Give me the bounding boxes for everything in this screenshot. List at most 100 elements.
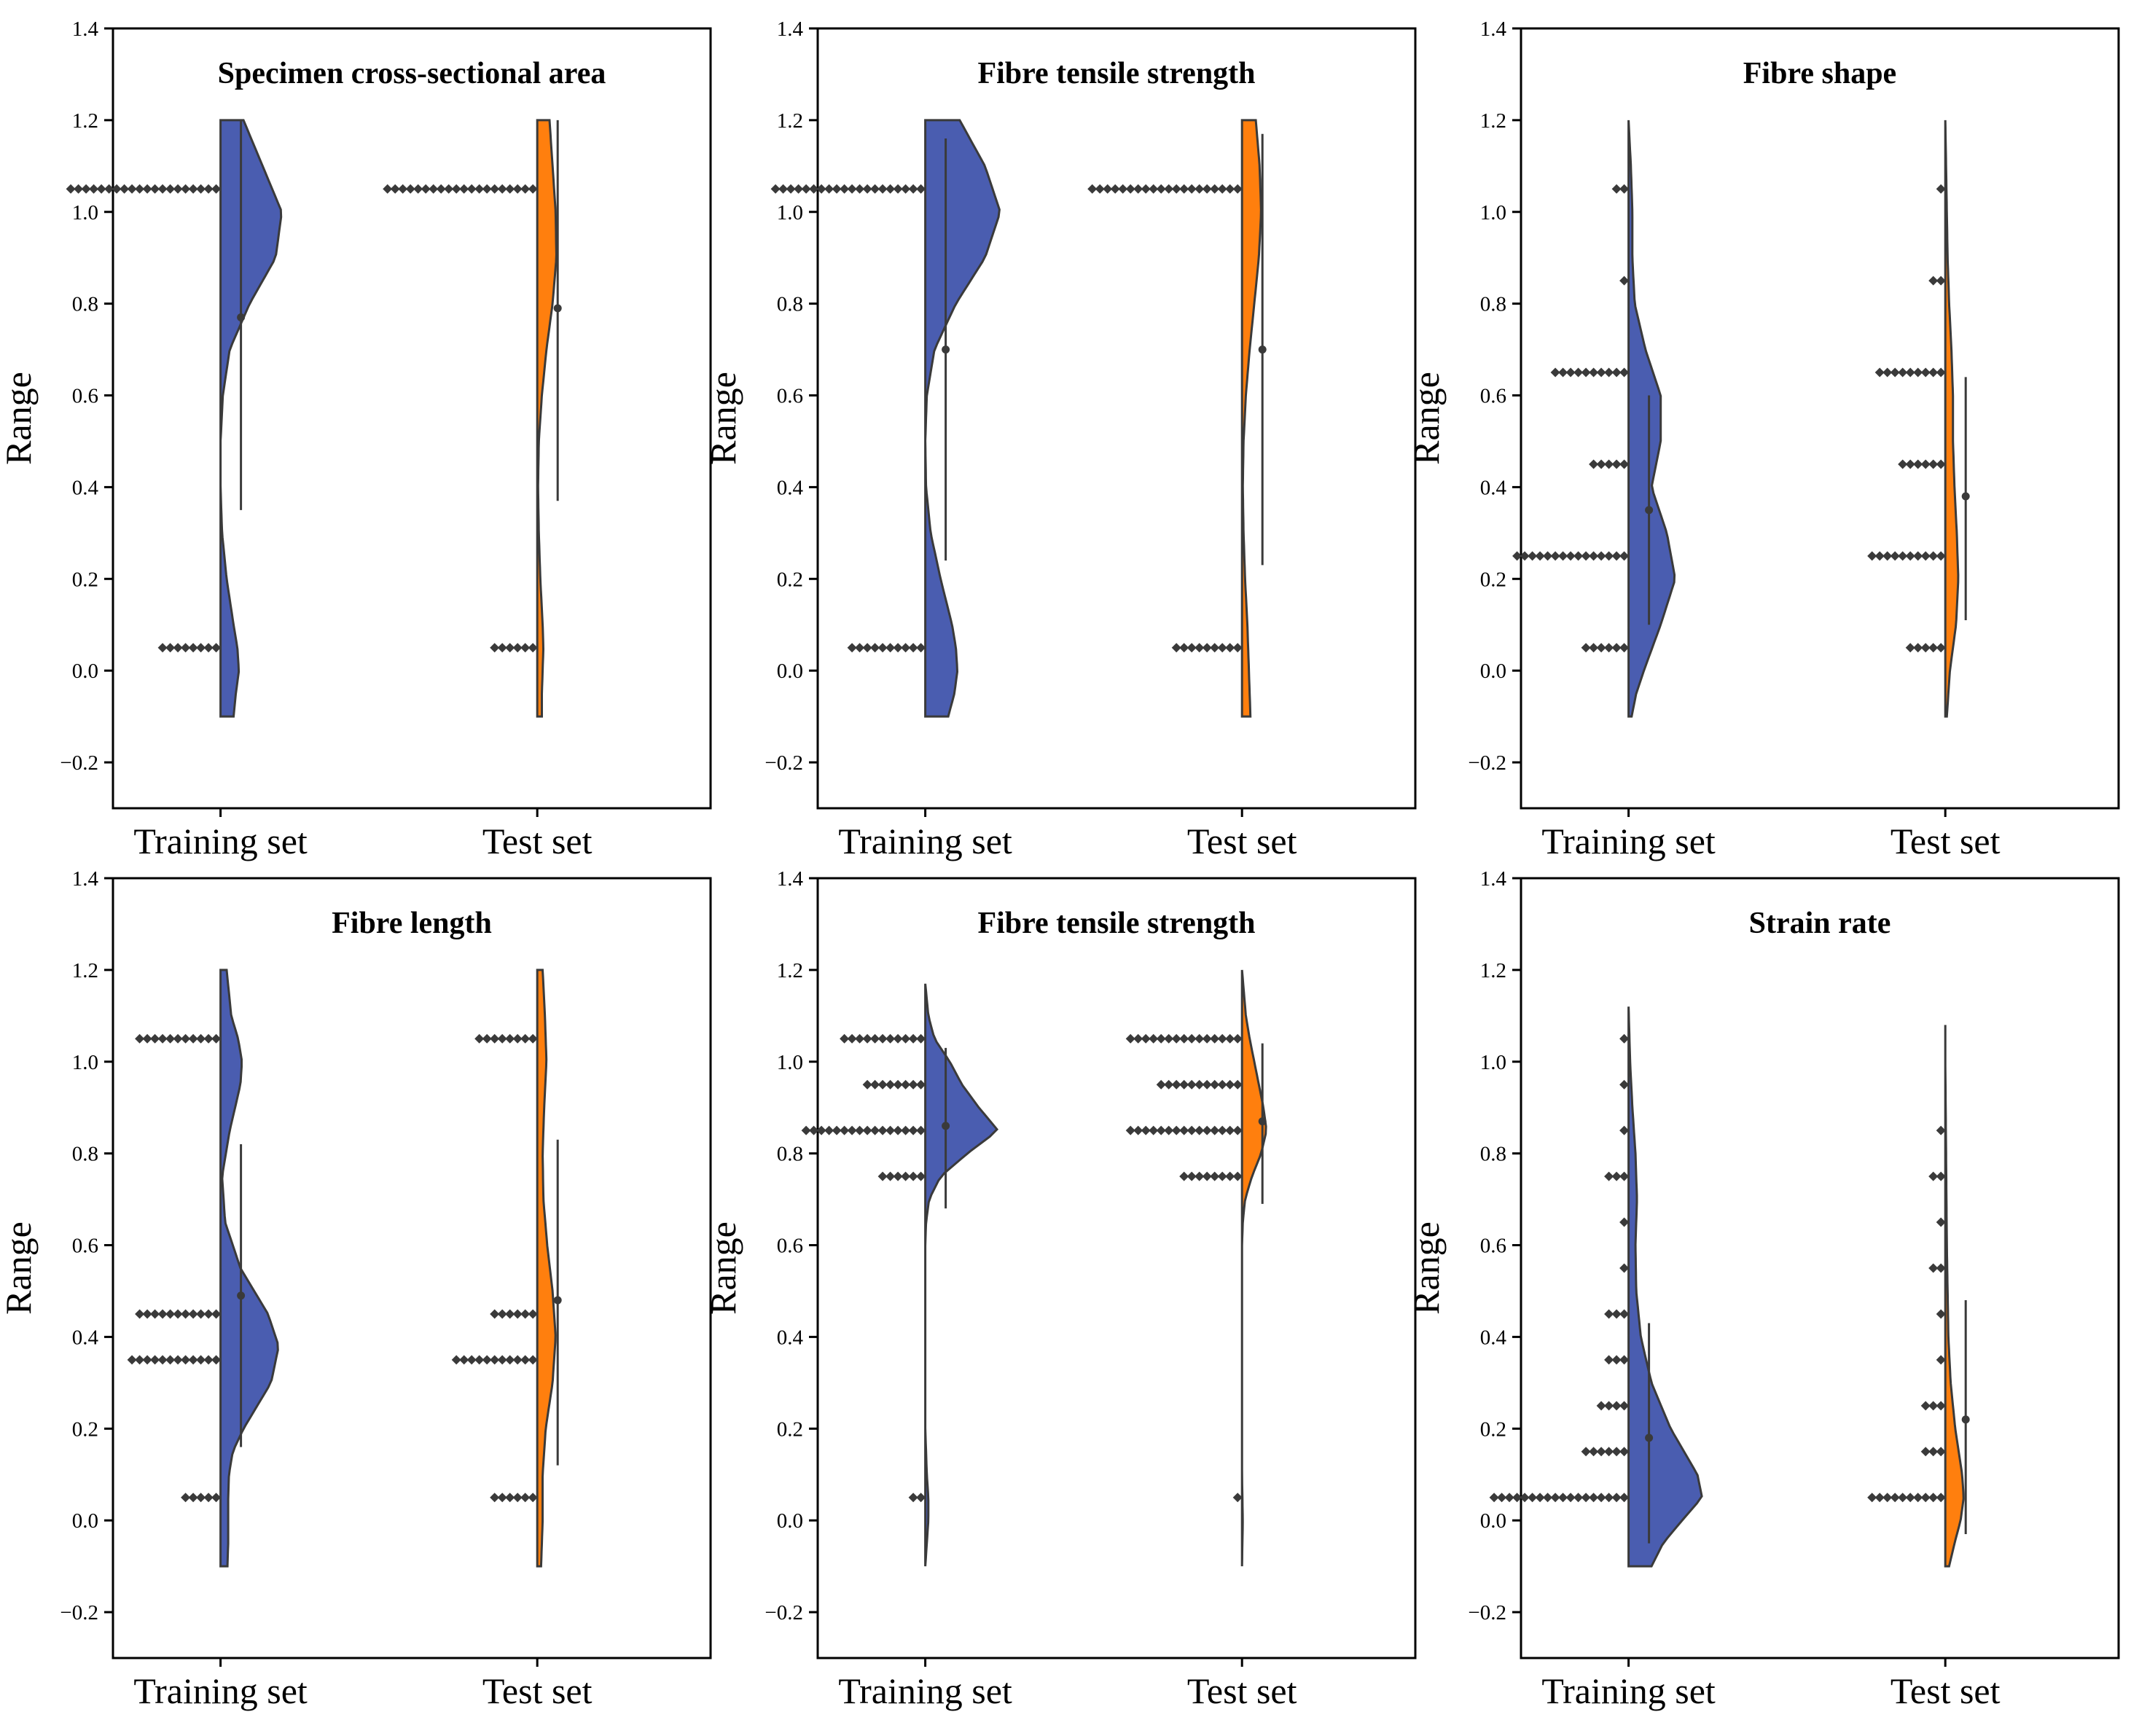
- strip-point: [142, 1033, 152, 1044]
- strip-point: [181, 1033, 191, 1044]
- strip-point: [203, 1355, 214, 1365]
- strip-point: [1604, 459, 1614, 469]
- strip-point: [1905, 367, 1915, 378]
- strip-point: [770, 184, 781, 194]
- strip-point: [1619, 1355, 1630, 1365]
- strip-point: [1133, 184, 1143, 194]
- strip-point: [451, 1355, 461, 1365]
- strip-point: [203, 184, 214, 194]
- strip-point: [1867, 551, 1877, 561]
- strip-point: [1202, 184, 1212, 194]
- mean-marker: [553, 304, 562, 313]
- violin-test: [536, 119, 558, 718]
- strip-point: [901, 1125, 911, 1135]
- subplot-5: 1.4 1.2 1.0 0.8 0.6 0.4 0.2 0.0 −0.2 Range Fibre t…: [703, 867, 1417, 1711]
- strip-point: [173, 1309, 183, 1319]
- strip-point: [862, 184, 872, 194]
- x-tick-label: Test set: [482, 1670, 593, 1711]
- x-tick-label: Test set: [1890, 1670, 2001, 1711]
- strip-point: [135, 1309, 145, 1319]
- y-tick-label: 0.6: [1480, 1235, 1506, 1258]
- strip-point: [1202, 643, 1212, 653]
- strip-point: [196, 1355, 206, 1365]
- strip-point: [520, 184, 531, 194]
- strip-point: [1528, 1493, 1538, 1503]
- strip-point: [1171, 1125, 1181, 1135]
- strip-point: [877, 1125, 888, 1135]
- strip-point: [1611, 551, 1622, 561]
- y-tick-label: −0.2: [60, 751, 98, 775]
- strip-point: [436, 184, 446, 194]
- chart-title: Specimen cross-sectional area: [218, 57, 606, 90]
- strip-point: [1619, 367, 1630, 378]
- strip-point: [893, 1033, 903, 1044]
- strip-point: [1589, 459, 1599, 469]
- y-tick-label: 0.0: [777, 660, 803, 683]
- strip-point: [908, 1171, 918, 1181]
- y-tick-label: 1.0: [1480, 201, 1506, 224]
- strip-point: [1194, 1125, 1205, 1135]
- strip-point: [1619, 1263, 1630, 1273]
- strip-point: [528, 1309, 538, 1319]
- strip-point: [1936, 1125, 1946, 1135]
- strip-point: [203, 1309, 214, 1319]
- strip-point: [203, 1493, 214, 1503]
- strip-point: [1604, 1493, 1614, 1503]
- strip-point: [1936, 1263, 1946, 1273]
- strip-point: [1581, 1493, 1591, 1503]
- violin-training: [1627, 120, 1676, 718]
- strip-point: [1898, 459, 1908, 469]
- strip-point: [211, 184, 222, 194]
- violin-test: [1944, 120, 1960, 718]
- strip-point: [1504, 1493, 1514, 1503]
- strip-point: [1210, 643, 1220, 653]
- strip-point: [1528, 551, 1538, 561]
- y-tick-label: 0.2: [1480, 1418, 1506, 1441]
- strip-point: [1512, 551, 1522, 561]
- strip-point: [1202, 1079, 1212, 1090]
- strip-point: [816, 184, 826, 194]
- strip-point: [847, 184, 857, 194]
- strip-point: [173, 1033, 183, 1044]
- strip-point: [1890, 1493, 1900, 1503]
- strip-point: [1095, 184, 1105, 194]
- y-tick-label: 0.4: [1480, 1326, 1507, 1349]
- strip-point: [1589, 643, 1599, 653]
- strip-point: [165, 184, 176, 194]
- strip-point: [1133, 1125, 1143, 1135]
- strip-point: [181, 1355, 191, 1365]
- strip-point: [1589, 367, 1599, 378]
- y-tick-label: 1.4: [1480, 867, 1507, 891]
- subplot-4: 1.4 1.2 1.0 0.8 0.6 0.4 0.2 0.0 −0.2 Range Fibre l…: [0, 867, 712, 1711]
- strip-point: [1550, 551, 1560, 561]
- strip-point: [1232, 643, 1243, 653]
- mean-marker: [553, 1296, 562, 1305]
- strip-point: [855, 1033, 865, 1044]
- strip-point: [112, 184, 122, 194]
- subplot-2: 1.4 1.2 1.0 0.8 0.6 0.4 0.2 0.0 −0.2 Range Fibre t…: [703, 17, 1417, 861]
- strip-point: [832, 184, 842, 194]
- chart-title: Fibre tensile strength: [977, 57, 1255, 90]
- strip-point: [1882, 1493, 1893, 1503]
- y-tick-label: 1.4: [1480, 17, 1507, 41]
- x-tick-label: Test set: [482, 821, 593, 861]
- strip-point: [1103, 184, 1113, 194]
- strip-point: [1611, 1447, 1622, 1457]
- strip-point: [1225, 1079, 1235, 1090]
- x-tick-label: Training set: [838, 1670, 1012, 1711]
- strip-point: [211, 1033, 222, 1044]
- strip-point: [1611, 459, 1622, 469]
- strip-point: [1928, 551, 1939, 561]
- y-tick-label: 0.4: [1480, 476, 1507, 499]
- strip-point: [135, 1355, 145, 1365]
- x-tick-label: Training set: [838, 821, 1012, 861]
- strip-point: [1232, 184, 1243, 194]
- strip-point: [1573, 551, 1584, 561]
- strip-point: [181, 1493, 191, 1503]
- strip-point: [916, 1079, 926, 1090]
- strip-point: [1874, 1493, 1885, 1503]
- strip-point: [150, 1309, 160, 1319]
- strip-point: [150, 1355, 160, 1365]
- strip-point: [1156, 184, 1166, 194]
- strip-point: [1920, 459, 1931, 469]
